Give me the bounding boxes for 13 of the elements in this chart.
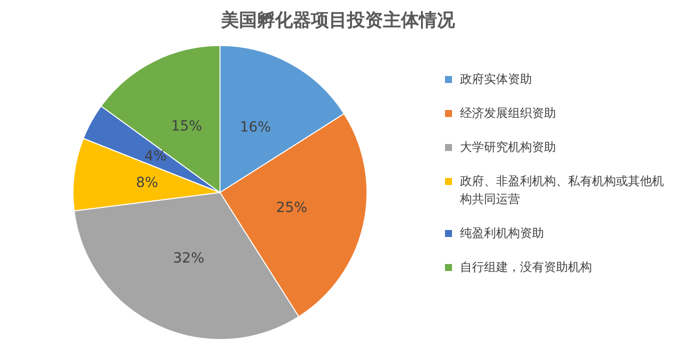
legend-label: 经济发展组织资助 (460, 105, 556, 122)
data-label: 8% (136, 174, 158, 191)
legend-label: 自行组建，没有资助机构 (460, 259, 592, 276)
data-label: 15% (171, 118, 202, 135)
legend-label: 纯盈利机构资助 (460, 225, 544, 242)
data-label: 4% (144, 148, 167, 165)
data-label: 16% (240, 120, 271, 136)
data-label: 25% (276, 200, 308, 216)
chart-title: 美国孵化器项目投资主体情况 (220, 9, 456, 32)
data-label: 32% (173, 250, 204, 267)
legend-label: 政府实体资助 (460, 71, 532, 88)
legend-label: 大学研究机构资助 (460, 139, 556, 156)
legend-label: 政府、非盈利机构、私有机构或其他机构共同运营 (460, 173, 665, 208)
